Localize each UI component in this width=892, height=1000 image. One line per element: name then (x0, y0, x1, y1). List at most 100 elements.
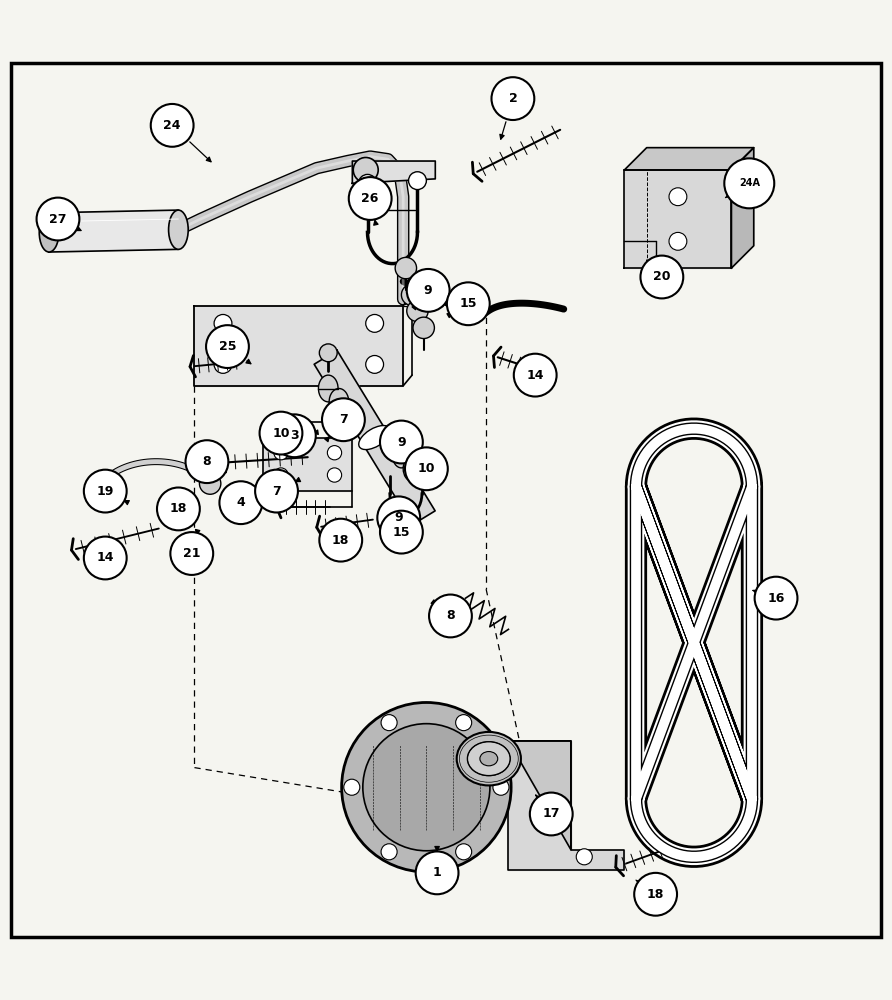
Circle shape (214, 314, 232, 332)
Text: 10: 10 (417, 462, 435, 475)
Ellipse shape (403, 456, 421, 481)
Text: 15: 15 (459, 297, 477, 310)
Ellipse shape (329, 388, 349, 415)
Text: 8: 8 (446, 609, 455, 622)
Circle shape (669, 232, 687, 250)
Text: 9: 9 (394, 511, 403, 524)
Text: 25: 25 (219, 340, 236, 353)
Circle shape (407, 300, 428, 322)
Circle shape (493, 779, 509, 795)
Ellipse shape (480, 752, 498, 766)
Circle shape (366, 314, 384, 332)
Text: 18: 18 (332, 534, 350, 547)
Circle shape (416, 851, 458, 894)
Text: 7: 7 (339, 413, 348, 426)
Circle shape (755, 577, 797, 620)
Text: 14: 14 (96, 551, 114, 564)
Circle shape (214, 355, 232, 373)
Polygon shape (352, 161, 435, 183)
Circle shape (401, 284, 423, 306)
Circle shape (319, 344, 337, 362)
Text: 14: 14 (526, 369, 544, 382)
Circle shape (640, 256, 683, 298)
Text: 16: 16 (767, 592, 785, 605)
Circle shape (170, 532, 213, 575)
Circle shape (405, 447, 448, 490)
Circle shape (377, 496, 420, 539)
Circle shape (327, 468, 342, 482)
Circle shape (37, 198, 79, 240)
Circle shape (447, 282, 490, 325)
Circle shape (274, 468, 288, 482)
Text: 10: 10 (272, 427, 290, 440)
Polygon shape (508, 741, 624, 870)
Ellipse shape (457, 732, 521, 785)
Circle shape (413, 317, 434, 339)
Circle shape (514, 354, 557, 397)
Circle shape (319, 519, 362, 562)
Circle shape (342, 702, 511, 872)
Circle shape (157, 488, 200, 530)
Text: 1: 1 (433, 866, 442, 879)
Text: 2: 2 (508, 92, 517, 105)
Ellipse shape (359, 426, 391, 450)
Circle shape (84, 470, 127, 512)
Circle shape (634, 873, 677, 916)
Circle shape (530, 793, 573, 835)
Circle shape (363, 724, 490, 851)
Circle shape (260, 412, 302, 455)
Text: 21: 21 (183, 547, 201, 560)
Circle shape (273, 414, 316, 457)
Circle shape (219, 481, 262, 524)
Circle shape (359, 174, 376, 192)
Text: 15: 15 (392, 526, 410, 539)
Text: 8: 8 (202, 455, 211, 468)
Circle shape (576, 849, 592, 865)
Polygon shape (314, 350, 435, 525)
Circle shape (429, 595, 472, 637)
Circle shape (255, 470, 298, 512)
Circle shape (151, 104, 194, 147)
Circle shape (381, 844, 397, 860)
Text: 27: 27 (49, 213, 67, 226)
Polygon shape (624, 170, 731, 268)
Circle shape (274, 446, 288, 460)
Text: 24: 24 (163, 119, 181, 132)
Circle shape (186, 440, 228, 483)
Circle shape (381, 715, 397, 731)
Ellipse shape (318, 375, 338, 402)
Circle shape (366, 355, 384, 373)
Text: 18: 18 (647, 888, 665, 901)
Text: 19: 19 (96, 485, 114, 498)
Circle shape (327, 446, 342, 460)
Circle shape (395, 257, 417, 279)
Text: 20: 20 (653, 270, 671, 283)
Circle shape (91, 473, 112, 494)
Circle shape (456, 715, 472, 731)
Circle shape (84, 537, 127, 579)
Circle shape (380, 511, 423, 554)
Ellipse shape (39, 213, 59, 252)
Text: 4: 4 (236, 496, 245, 509)
Polygon shape (263, 438, 352, 491)
Text: 9: 9 (424, 284, 433, 297)
Circle shape (380, 421, 423, 463)
Circle shape (349, 177, 392, 220)
Circle shape (456, 844, 472, 860)
Text: 3: 3 (290, 429, 299, 442)
Text: 7: 7 (272, 485, 281, 498)
Text: 18: 18 (169, 502, 187, 515)
Circle shape (491, 77, 534, 120)
Circle shape (343, 779, 359, 795)
Circle shape (724, 158, 774, 208)
Ellipse shape (169, 210, 188, 249)
Circle shape (206, 325, 249, 368)
Circle shape (407, 269, 450, 312)
Circle shape (200, 473, 221, 494)
Polygon shape (508, 741, 571, 850)
Circle shape (322, 398, 365, 441)
Polygon shape (194, 306, 403, 386)
Circle shape (179, 534, 204, 559)
Circle shape (669, 188, 687, 206)
Ellipse shape (467, 742, 510, 776)
